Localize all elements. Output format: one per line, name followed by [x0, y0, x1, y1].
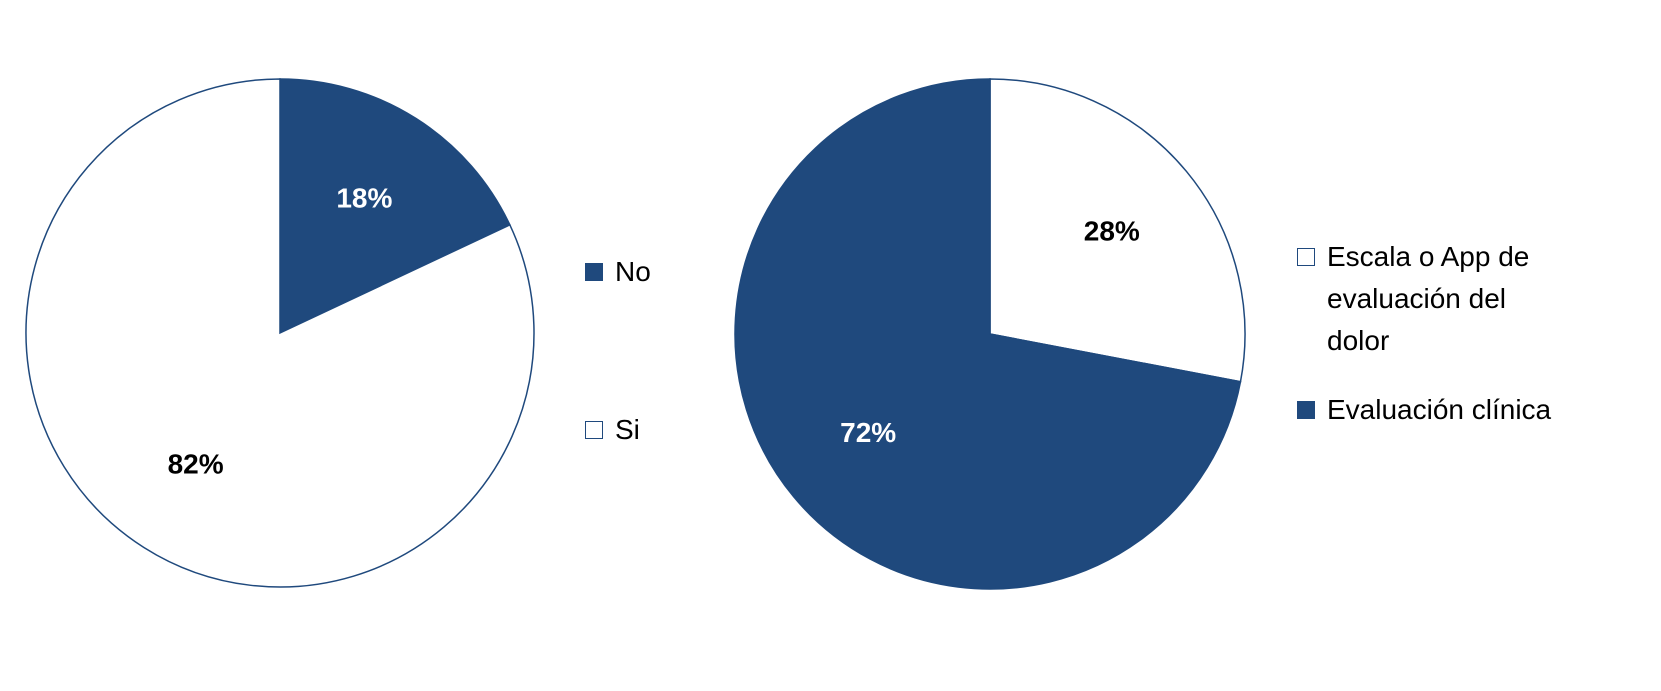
data-label: 72%	[840, 417, 896, 448]
legend-swatch	[585, 263, 603, 281]
legend-swatch	[1297, 248, 1315, 266]
legend-entry: Escala o App de evaluación del dolor	[1297, 236, 1557, 362]
legend-label: Si	[615, 414, 640, 445]
pie-slice	[734, 78, 1242, 590]
data-label: 18%	[336, 182, 392, 213]
pie-slice	[989, 78, 1246, 383]
legend-entry: No	[585, 251, 845, 293]
data-label: 28%	[1084, 216, 1140, 247]
legend-swatch	[1297, 401, 1315, 419]
legend-entry: Si	[585, 409, 845, 451]
pie-slice	[279, 78, 511, 335]
legend-swatch	[585, 421, 603, 439]
pie-slice	[25, 78, 535, 588]
legend-entry: Evaluación clínica	[1297, 389, 1557, 431]
data-label: 82%	[168, 448, 224, 479]
legend-label: No	[615, 256, 651, 287]
legend-label: Escala o App de evaluación del dolor	[1327, 241, 1530, 356]
legend-label: Evaluación clínica	[1327, 394, 1552, 425]
